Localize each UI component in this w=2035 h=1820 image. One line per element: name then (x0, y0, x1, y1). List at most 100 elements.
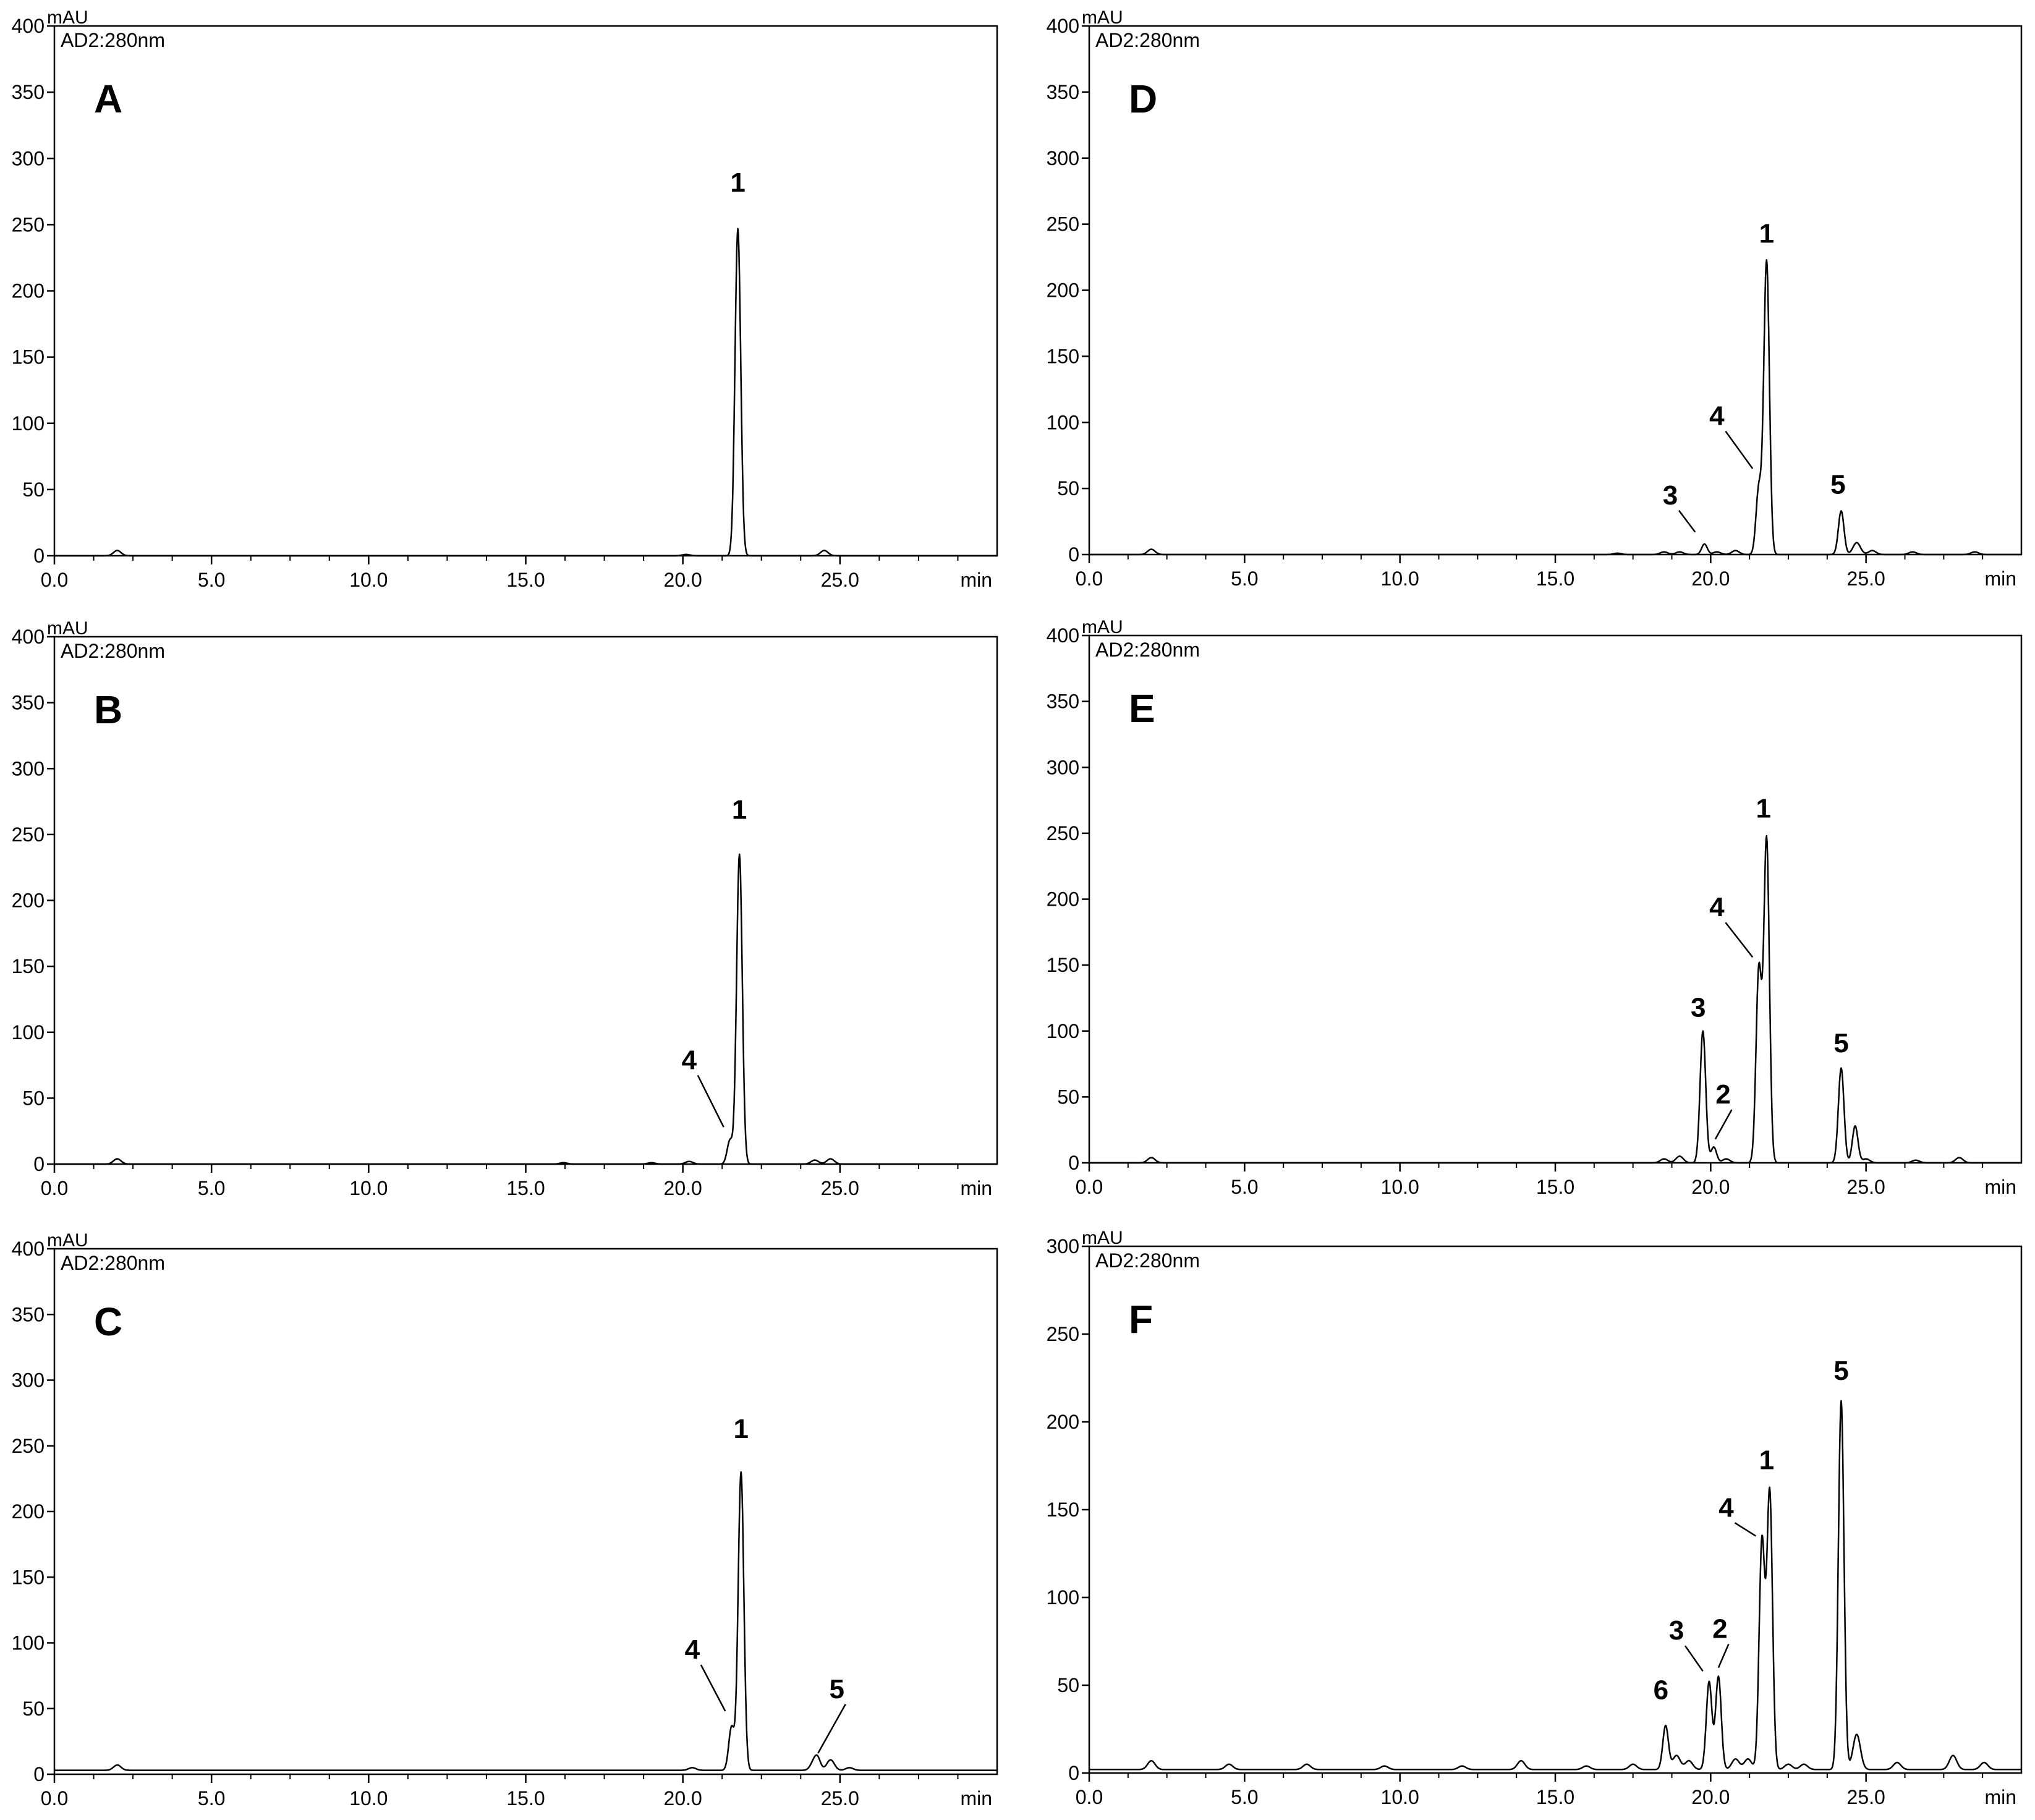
y-unit-label: mAU (1082, 7, 1123, 28)
chart-panel-c: 0 50 100 150 200 250 300 350 400 0.0 5.0 10.0 15.0 20… (12, 1230, 998, 1809)
x-unit-label: min (1984, 568, 2016, 590)
y-tick-label: 0 (33, 1153, 45, 1175)
x-tick-label: 20.0 (664, 1787, 702, 1809)
x-tick-label: 25.0 (821, 1177, 859, 1199)
y-tick-label: 0 (33, 545, 45, 567)
x-tick-label: 25.0 (1847, 1786, 1885, 1808)
y-unit-label: mAU (47, 618, 88, 639)
chart-panel-d: 0 50 100 150 200 250 300 350 400 0.0 5.0 10.0 15.0 20… (1047, 7, 2023, 590)
y-tick-label: 200 (1047, 888, 1079, 911)
x-tick-label: 10.0 (1381, 1786, 1419, 1808)
plot-frame (1088, 634, 2023, 1164)
x-tick-label: 10.0 (1381, 568, 1419, 590)
y-tick-label: 250 (1047, 213, 1079, 236)
chromatogram-trace (1089, 258, 2022, 556)
peak-leader-line (817, 1704, 846, 1754)
y-tick-label: 400 (12, 1238, 45, 1260)
peak-leader-line (1714, 1109, 1733, 1140)
y-tick-label: 250 (12, 823, 45, 846)
chromatogram-trace (54, 853, 998, 1165)
x-tick-label: 5.0 (1231, 1786, 1258, 1808)
peak-label-1: 1 (733, 1414, 748, 1444)
x-tick-label: 0.0 (1076, 1786, 1103, 1808)
y-tick-label: 300 (1047, 1235, 1079, 1257)
y-tick-label: 50 (22, 478, 45, 501)
y-tick-label: 400 (1047, 624, 1079, 647)
y-tick-label: 250 (1047, 822, 1079, 844)
y-tick-label: 100 (12, 1021, 45, 1044)
y-tick-label: 0 (1068, 543, 1079, 566)
x-tick-label: 0.0 (1076, 1176, 1103, 1198)
y-tick-label: 50 (1057, 1674, 1079, 1696)
peak-label-4: 4 (682, 1045, 697, 1075)
x-tick-label: 25.0 (1847, 1176, 1885, 1198)
y-tick-label: 250 (12, 1435, 45, 1457)
y-tick-label: 0 (1068, 1152, 1079, 1174)
x-tick-label: 0.0 (41, 1177, 68, 1199)
chart-panel-e: 0 50 100 150 200 250 300 350 400 0.0 5.0 10.0 15.0 20… (1047, 617, 2023, 1198)
x-tick-label: 5.0 (1231, 1176, 1258, 1198)
y-tick-label: 200 (12, 280, 45, 302)
x-tick-label: 0.0 (41, 569, 68, 591)
x-tick-label: 10.0 (349, 1787, 388, 1809)
peak-label-2: 2 (1715, 1079, 1730, 1110)
x-tick-label: 20.0 (1691, 568, 1730, 590)
y-unit-label: mAU (1082, 1228, 1123, 1248)
y-tick-label: 350 (1047, 691, 1079, 713)
y-tick-label: 100 (1047, 1586, 1079, 1609)
y-tick-label: 200 (12, 1500, 45, 1523)
peak-leader-line (1717, 1643, 1730, 1669)
x-tick-label: 15.0 (1536, 1786, 1574, 1808)
peak-leader-line (1685, 1645, 1704, 1672)
y-tick-label: 400 (12, 15, 45, 37)
x-tick-label: 5.0 (198, 569, 225, 591)
peak-label-5: 5 (830, 1674, 844, 1704)
y-tick-label: 100 (1047, 411, 1079, 433)
y-tick-label: 250 (12, 213, 45, 236)
y-tick-label: 100 (1047, 1020, 1079, 1042)
peak-label-1: 1 (1759, 1445, 1774, 1476)
channel-label: AD2:280nm (1095, 639, 1200, 661)
channel-label: AD2:280nm (1095, 1249, 1200, 1272)
y-unit-label: mAU (47, 1230, 88, 1251)
peak-label-3: 3 (1669, 1615, 1684, 1646)
panel-letter: A (94, 77, 122, 121)
plot-frame (53, 25, 998, 557)
plot-frame (1088, 1245, 2023, 1774)
peak-leader-line (1734, 1522, 1756, 1537)
peak-label-4: 4 (1709, 892, 1725, 922)
peak-leader-line (697, 1074, 724, 1128)
peak-label-4: 4 (1718, 1492, 1734, 1523)
peak-label-6: 6 (1654, 1675, 1668, 1706)
y-tick-label: 150 (12, 346, 45, 368)
chromatogram-trace (1089, 835, 2022, 1164)
peak-label-1: 1 (732, 794, 747, 825)
x-tick-label: 15.0 (506, 1787, 545, 1809)
x-tick-label: 20.0 (664, 1177, 702, 1199)
x-tick-label: 20.0 (1691, 1176, 1730, 1198)
y-tick-label: 350 (12, 1303, 45, 1325)
x-tick-label: 10.0 (1381, 1176, 1419, 1198)
y-tick-label: 200 (12, 890, 45, 912)
x-tick-label: 5.0 (198, 1787, 225, 1809)
y-tick-label: 50 (22, 1698, 45, 1720)
peak-leader-line (1678, 510, 1696, 533)
y-tick-label: 200 (1047, 279, 1079, 302)
channel-label: AD2:280nm (61, 29, 165, 51)
peak-label-2: 2 (1712, 1614, 1727, 1644)
y-tick-label: 400 (12, 626, 45, 648)
y-tick-label: 100 (12, 1632, 45, 1654)
peak-label-4: 4 (1709, 401, 1725, 432)
panel-letter: C (94, 1299, 122, 1344)
x-tick-label: 10.0 (349, 569, 388, 591)
x-tick-label: 25.0 (821, 569, 859, 591)
channel-label: AD2:280nm (1095, 29, 1200, 51)
y-tick-label: 350 (12, 81, 45, 103)
chromatogram-trace (54, 228, 998, 557)
panel-letter: B (94, 687, 122, 732)
y-tick-label: 400 (1047, 15, 1079, 37)
peak-label-3: 3 (1663, 480, 1678, 511)
chart-panel-b: 0 50 100 150 200 250 300 350 400 0.0 5.0 10.0 15.0 20… (12, 618, 998, 1199)
y-tick-label: 350 (1047, 81, 1079, 103)
y-tick-label: 300 (1047, 147, 1079, 169)
